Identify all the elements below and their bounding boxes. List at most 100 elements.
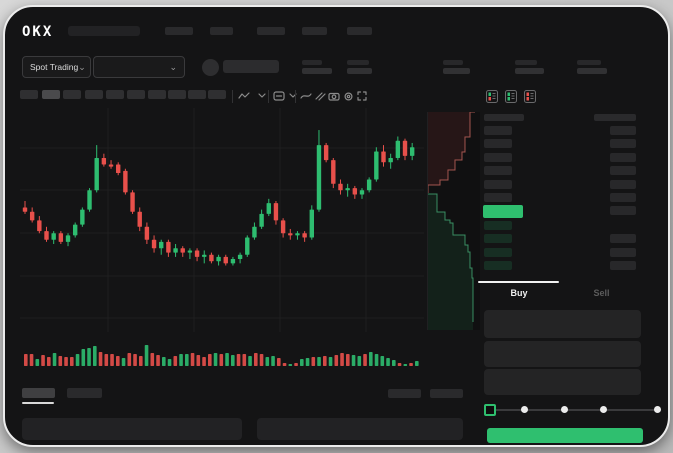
orderbook-col-header-price <box>484 114 524 121</box>
volume-bar <box>150 353 155 366</box>
timeframe-button[interactable] <box>127 90 145 99</box>
bid-price[interactable] <box>484 247 512 257</box>
timeframe-button[interactable] <box>42 90 60 99</box>
ask-price[interactable] <box>484 126 512 135</box>
order-input-1[interactable] <box>484 310 641 338</box>
slider-stop[interactable] <box>599 406 607 413</box>
volume-bar <box>127 353 132 366</box>
volume-bar <box>162 357 166 366</box>
candle-body <box>22 207 28 212</box>
slider-stop[interactable] <box>561 406 569 413</box>
ask-price[interactable] <box>484 139 512 149</box>
slider-stop[interactable] <box>653 406 661 413</box>
indicators-icon[interactable] <box>272 89 286 103</box>
icon-bottom <box>488 97 491 101</box>
market-type-select[interactable]: Spot Trading ⌄ <box>22 56 91 78</box>
order-input-2[interactable] <box>484 341 641 367</box>
candle-body <box>302 233 307 238</box>
candlestick-chart[interactable] <box>20 108 424 332</box>
candle-body <box>44 231 49 240</box>
mid-size <box>610 206 636 215</box>
nav-item[interactable] <box>347 27 372 35</box>
volume-bar <box>202 357 206 366</box>
timeframe-button[interactable] <box>20 90 38 99</box>
timeframe-button[interactable] <box>208 90 226 99</box>
tab-sell[interactable]: Sell <box>593 288 610 298</box>
bottom-action[interactable] <box>430 389 463 398</box>
token-icon[interactable] <box>202 59 219 76</box>
candle-body <box>209 254 214 262</box>
candle-body <box>108 164 114 167</box>
volume-bar <box>351 355 356 366</box>
pair-select[interactable]: ⌄ <box>93 56 185 78</box>
icon-top <box>488 92 491 96</box>
chevron-down-icon[interactable] <box>255 89 269 103</box>
ask-size <box>610 193 636 202</box>
ask-price[interactable] <box>484 152 512 162</box>
amount-slider[interactable] <box>489 409 657 411</box>
buy-submit-button[interactable] <box>487 428 643 443</box>
candle-body <box>345 188 350 191</box>
parallel-lines-icon[interactable] <box>313 89 327 103</box>
volume-bar <box>248 356 252 366</box>
timeframe-button[interactable] <box>148 90 166 99</box>
book-combined-icon[interactable] <box>486 90 498 103</box>
bid-size <box>610 234 636 244</box>
chevron-down-icon: ⌄ <box>78 61 86 72</box>
volume-bar <box>254 353 258 366</box>
candle-body <box>309 209 314 238</box>
candle-body <box>194 250 200 257</box>
candle-body <box>366 179 372 191</box>
volume-bar <box>403 364 408 366</box>
ask-depth-line <box>427 111 475 193</box>
bottom-tab[interactable] <box>22 388 55 398</box>
volume-bar <box>121 358 126 366</box>
nav-item[interactable] <box>302 27 327 35</box>
volume-bar <box>213 353 218 366</box>
order-input-3[interactable] <box>484 369 641 395</box>
camera-icon[interactable] <box>327 89 341 103</box>
volume-bar <box>47 357 51 366</box>
volume-bar <box>300 359 304 366</box>
trendline-icon[interactable] <box>299 89 313 103</box>
volume-bar <box>369 352 373 366</box>
bid-size <box>610 261 636 271</box>
last-price-badge[interactable] <box>483 205 523 218</box>
candle-body <box>87 190 92 210</box>
timeframe-button[interactable] <box>85 90 103 99</box>
fullscreen-icon[interactable] <box>355 89 369 103</box>
icon-border <box>486 90 498 103</box>
bottom-action[interactable] <box>388 389 421 398</box>
timeframe-button[interactable] <box>63 90 81 99</box>
volume-bar <box>110 354 114 366</box>
chevron-down-icon[interactable] <box>286 89 300 103</box>
nav-item[interactable] <box>257 27 285 35</box>
ask-price[interactable] <box>484 166 512 176</box>
ask-price[interactable] <box>484 179 512 189</box>
bid-price[interactable] <box>484 261 512 271</box>
bid-price[interactable] <box>484 221 512 230</box>
timeframe-button[interactable] <box>168 90 186 99</box>
tab-buy[interactable]: Buy <box>510 288 528 298</box>
book-bids-icon[interactable] <box>505 90 517 103</box>
bid-price[interactable] <box>484 234 512 244</box>
slider-stop[interactable] <box>520 406 528 413</box>
volume-bar <box>156 355 160 366</box>
volume-bar <box>98 352 103 366</box>
chart-style-icon[interactable] <box>237 89 251 103</box>
nav-item[interactable] <box>210 27 233 35</box>
volume-chart[interactable] <box>20 340 424 366</box>
candle-body <box>65 235 71 242</box>
nav-item[interactable] <box>165 27 193 35</box>
settings-gear-icon[interactable] <box>341 89 355 103</box>
orderbook-col-header-amount <box>594 114 636 121</box>
bottom-tab[interactable] <box>67 388 102 398</box>
book-asks-icon[interactable] <box>524 90 536 103</box>
slider-handle[interactable] <box>484 404 496 416</box>
timeframe-button[interactable] <box>106 90 124 99</box>
candle-body <box>159 241 164 249</box>
search-input[interactable] <box>68 26 140 36</box>
timeframe-button[interactable] <box>188 90 206 99</box>
ask-price[interactable] <box>484 193 512 202</box>
depth-chart-panel[interactable] <box>427 111 480 330</box>
